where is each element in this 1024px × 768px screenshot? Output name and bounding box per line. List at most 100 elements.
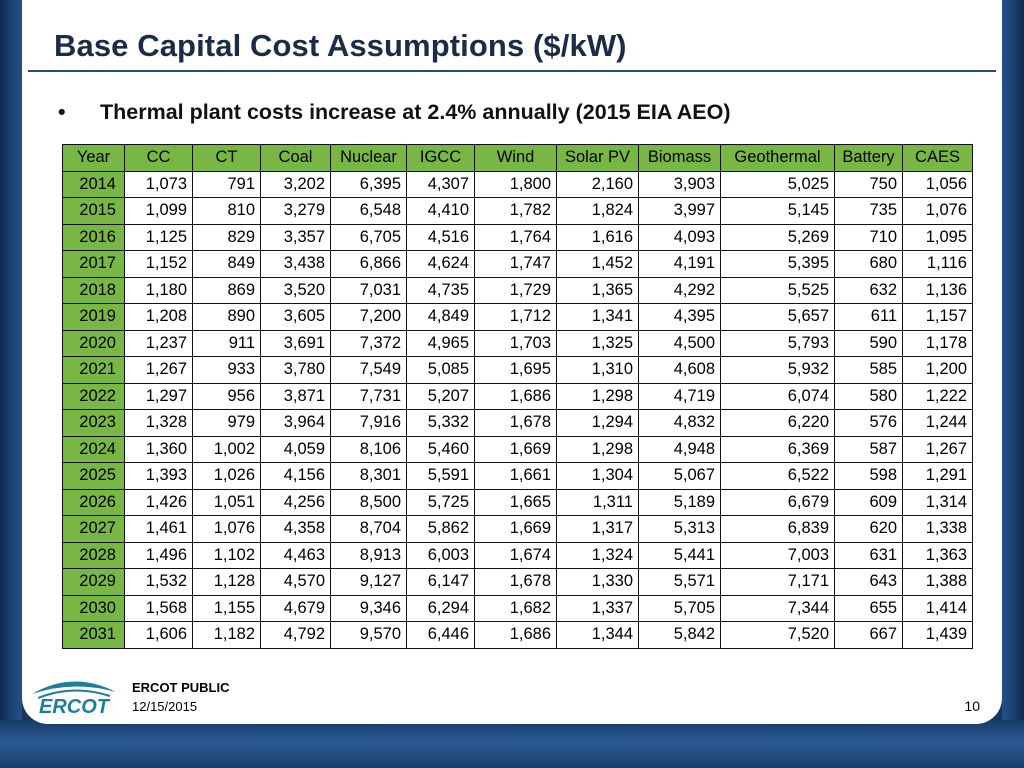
column-header-coal: Coal [260, 144, 331, 172]
cost-cell: 7,344 [720, 594, 835, 622]
table-row: 2019 1,208 890 3,605 7,200 4,849 1,712 1,341 4,3… [62, 303, 973, 331]
cost-cell: 1,095 [902, 223, 973, 251]
cost-cell: 1,344 [556, 621, 639, 649]
table-row: 2016 1,125 829 3,357 6,705 4,516 1,764 1,616 4,0… [62, 223, 973, 251]
cost-cell: 8,301 [330, 462, 407, 490]
cost-cell: 5,207 [406, 382, 475, 410]
cost-cell: 1,136 [902, 276, 973, 304]
cost-cell: 1,314 [902, 488, 973, 516]
cost-cell: 1,298 [556, 435, 639, 463]
left-frame [0, 0, 22, 768]
title-underline [28, 70, 996, 72]
cost-cell: 1,678 [474, 568, 557, 596]
cost-cell: 631 [834, 541, 903, 569]
bullet-text: Thermal plant costs increase at 2.4% ann… [100, 100, 731, 124]
cost-cell: 1,665 [474, 488, 557, 516]
cost-cell: 6,522 [720, 462, 835, 490]
cost-cell: 9,127 [330, 568, 407, 596]
cost-cell: 5,525 [720, 276, 835, 304]
cost-cell: 1,341 [556, 303, 639, 331]
cost-cell: 710 [834, 223, 903, 251]
cost-cell: 580 [834, 382, 903, 410]
column-header-igcc: IGCC [406, 144, 475, 172]
table-row: 2021 1,267 933 3,780 7,549 5,085 1,695 1,310 4,6… [62, 356, 973, 384]
cost-cell: 1,338 [902, 515, 973, 543]
cost-cell: 1,330 [556, 568, 639, 596]
cost-cell: 3,903 [638, 170, 721, 198]
cost-cell: 5,591 [406, 462, 475, 490]
table-row: 2029 1,532 1,128 4,570 9,127 6,147 1,678 1,330 5… [62, 568, 973, 596]
cost-cell: 1,267 [902, 435, 973, 463]
year-cell: 2028 [62, 541, 125, 569]
cost-cell: 4,832 [638, 409, 721, 437]
cost-cell: 4,307 [406, 170, 475, 198]
cost-cell: 1,800 [474, 170, 557, 198]
table-row: 2022 1,297 956 3,871 7,731 5,207 1,686 1,298 4,7… [62, 382, 973, 410]
cost-cell: 6,074 [720, 382, 835, 410]
cost-cell: 1,674 [474, 541, 557, 569]
cost-cell: 5,025 [720, 170, 835, 198]
cost-cell: 3,202 [260, 170, 331, 198]
year-cell: 2015 [62, 197, 125, 225]
cost-cell: 1,125 [124, 223, 193, 251]
cost-cell: 5,460 [406, 435, 475, 463]
cost-cell: 810 [192, 197, 261, 225]
year-cell: 2026 [62, 488, 125, 516]
cost-cell: 1,051 [192, 488, 261, 516]
cost-cell: 3,691 [260, 329, 331, 357]
cost-cell: 1,128 [192, 568, 261, 596]
cost-cell: 1,325 [556, 329, 639, 357]
cost-cell: 7,731 [330, 382, 407, 410]
year-cell: 2021 [62, 356, 125, 384]
cost-cell: 5,332 [406, 409, 475, 437]
column-header-ct: CT [192, 144, 261, 172]
cost-cell: 5,571 [638, 568, 721, 596]
table-row: 2017 1,152 849 3,438 6,866 4,624 1,747 1,452 4,1… [62, 250, 973, 278]
table-row: 2015 1,099 810 3,279 6,548 4,410 1,782 1,824 3,9… [62, 197, 973, 225]
table-row: 2018 1,180 869 3,520 7,031 4,735 1,729 1,365 4,2… [62, 276, 973, 304]
year-cell: 2018 [62, 276, 125, 304]
bottom-frame [0, 720, 1024, 768]
cost-cell: 1,669 [474, 515, 557, 543]
column-header-biomass: Biomass [638, 144, 721, 172]
cost-cell: 1,452 [556, 250, 639, 278]
table-row: 2023 1,328 979 3,964 7,916 5,332 1,678 1,294 4,8… [62, 409, 973, 437]
cost-cell: 7,549 [330, 356, 407, 384]
bullet-marker: • [58, 100, 66, 124]
cost-cell: 6,003 [406, 541, 475, 569]
year-cell: 2016 [62, 223, 125, 251]
cost-cell: 1,337 [556, 594, 639, 622]
cost-cell: 4,059 [260, 435, 331, 463]
cost-cell: 4,191 [638, 250, 721, 278]
cost-cell: 3,871 [260, 382, 331, 410]
cost-cell: 1,180 [124, 276, 193, 304]
cost-cell: 8,704 [330, 515, 407, 543]
cost-cell: 1,686 [474, 621, 557, 649]
column-header-battery: Battery [834, 144, 903, 172]
column-header-geothermal: Geothermal [720, 144, 835, 172]
cost-cell: 1,116 [902, 250, 973, 278]
ercot-logo: ERCOT [32, 681, 116, 718]
year-cell: 2025 [62, 462, 125, 490]
cost-cell: 7,372 [330, 329, 407, 357]
cost-cell: 4,948 [638, 435, 721, 463]
cost-cell: 1,824 [556, 197, 639, 225]
column-header-cc: CC [124, 144, 193, 172]
cost-cell: 655 [834, 594, 903, 622]
cost-cell: 5,862 [406, 515, 475, 543]
table-row: 2024 1,360 1,002 4,059 8,106 5,460 1,669 1,298 4… [62, 435, 973, 463]
year-cell: 2014 [62, 170, 125, 198]
cost-cell: 3,279 [260, 197, 331, 225]
cost-cell: 1,782 [474, 197, 557, 225]
table-row: 2028 1,496 1,102 4,463 8,913 6,003 1,674 1,324 5… [62, 541, 973, 569]
cost-cell: 1,200 [902, 356, 973, 384]
cost-cell: 933 [192, 356, 261, 384]
cost-cell: 1,729 [474, 276, 557, 304]
slide-title: Base Capital Cost Assumptions ($/kW) [54, 28, 627, 63]
cost-cell: 632 [834, 276, 903, 304]
year-cell: 2030 [62, 594, 125, 622]
cost-cell: 9,570 [330, 621, 407, 649]
cost-cell: 5,705 [638, 594, 721, 622]
cost-table-container: Year CC CT Coal Nuclear IGCC Wind Solar PV Bioma… [62, 144, 973, 649]
table-row: 2020 1,237 911 3,691 7,372 4,965 1,703 1,325 4,5… [62, 329, 973, 357]
